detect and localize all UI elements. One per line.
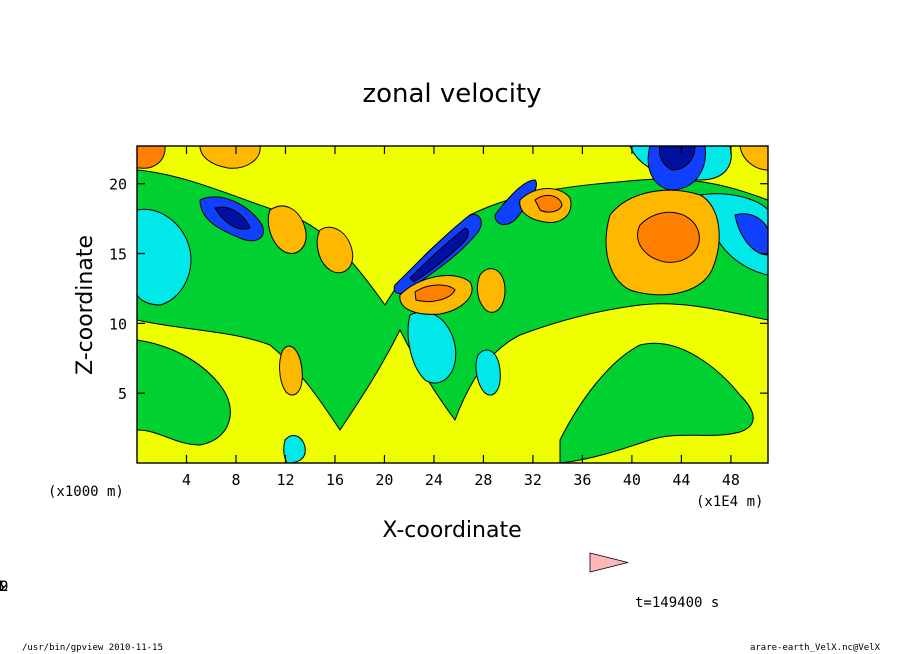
x-axis-ticks: 4 8 12 16 20 24 28 32 36 40 44 48	[182, 146, 740, 489]
field-green-right	[559, 342, 754, 463]
x-tick-label: 40	[623, 471, 641, 489]
field-blue-left-core	[214, 206, 251, 230]
x-tick-label: 32	[524, 471, 542, 489]
field-orange-left	[267, 205, 307, 254]
x-tick-label: 16	[326, 471, 344, 489]
chart-title: zonal velocity	[362, 79, 541, 109]
x-tick-label: 36	[573, 471, 591, 489]
x-tick-label: 12	[276, 471, 294, 489]
field-blue-top-right-core	[659, 146, 696, 171]
x-tick-label: 8	[231, 471, 240, 489]
y-unit-label: (x1000 m)	[48, 484, 124, 500]
field-orange-top	[199, 146, 261, 169]
y-tick-label: 5	[118, 385, 127, 403]
x-unit-label: (x1E4 m)	[696, 494, 763, 510]
colorbar-tick-labels: -9-216	[0, 579, 8, 595]
colorbar-over-triangle	[589, 552, 629, 573]
colorbar-tick-label: 1	[0, 579, 4, 595]
plot-frame	[136, 145, 769, 464]
contour-field	[137, 146, 768, 463]
y-tick-label: 15	[109, 246, 127, 264]
field-orange-right-core	[637, 211, 700, 263]
footer-right: arare-earth_VelX.nc@VelX	[750, 643, 881, 653]
field-orange-left-mid	[316, 226, 354, 274]
field-orange-center-core	[414, 284, 456, 303]
y-tick-label: 20	[109, 176, 127, 194]
field-blue-jet-core	[409, 227, 469, 283]
field-orange-top-right	[739, 146, 768, 171]
y-tick-label: 10	[109, 315, 127, 333]
x-tick-label: 4	[182, 471, 191, 489]
colorbar-tick-label: 6	[0, 579, 4, 595]
time-label: t=149400 s	[635, 595, 719, 611]
field-green-left	[137, 339, 231, 446]
x-tick-label: 24	[425, 471, 443, 489]
colorbar-tick-label: -2	[0, 579, 8, 595]
y-axis-title: Z-coordinate	[73, 235, 98, 375]
field-red-upper-mid	[534, 194, 563, 213]
x-tick-label: 28	[474, 471, 492, 489]
y-axis-ticks: 5 10 15 20	[109, 176, 768, 403]
x-axis-title: X-coordinate	[382, 518, 521, 543]
field-orange-top-left	[137, 146, 166, 169]
x-tick-label: 48	[722, 471, 740, 489]
x-tick-label: 20	[375, 471, 393, 489]
field-cyan-left	[137, 208, 192, 306]
field-cyan-center	[407, 311, 457, 384]
footer-left: /usr/bin/gpview 2010-11-15	[22, 643, 163, 653]
field-cyan-lower-right	[475, 349, 501, 396]
colorbar	[589, 552, 629, 573]
field-blue-right-edge	[734, 213, 768, 256]
field-orange-lower-left	[279, 345, 303, 396]
x-tick-label: 44	[672, 471, 690, 489]
field-orange-mid-right	[476, 268, 506, 313]
colorbar-tick-label: -9	[0, 579, 8, 595]
field-cyan-bottom	[283, 435, 306, 463]
